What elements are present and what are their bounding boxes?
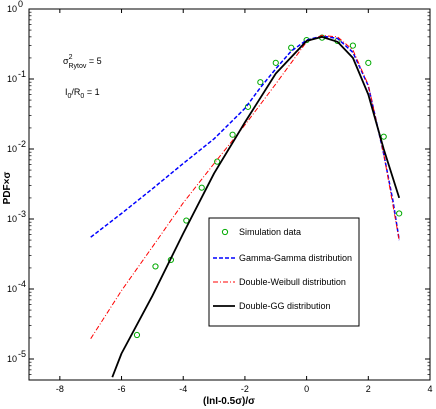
annotation-rytov-base: σ: [63, 56, 69, 66]
series-layer: [90, 34, 403, 378]
legend-label-double-weibull: Double-Weibull distribution: [239, 277, 346, 287]
annotation-rytov-rest: = 5: [86, 56, 101, 66]
series-line-double-weibull-distribution: [90, 34, 400, 339]
legend-marker-simulation: [221, 228, 229, 236]
x-tick-label: -4: [179, 384, 187, 394]
annotation-rytov-sub: Rytov: [68, 63, 86, 70]
annotation-ratio-rest: = 1: [84, 87, 99, 97]
y-tick-exponent: -3: [18, 209, 26, 219]
x-tick-label: 2: [366, 384, 371, 394]
y-tick-exponent: -5: [18, 349, 26, 359]
legend-box: [208, 217, 360, 327]
data-point-simulation-data: [198, 184, 205, 191]
y-tick-exponent: -2: [18, 139, 26, 149]
data-point-simulation-data: [288, 44, 295, 51]
y-tick-label: 10: [7, 284, 17, 294]
annotation-rytov: σ2 Rytov = 5: [63, 54, 102, 70]
annotation-ratio-sub2: 0: [80, 93, 84, 100]
data-point-simulation-data: [365, 59, 372, 66]
legend-label-simulation: Simulation data: [239, 227, 301, 237]
legend-label-gamma-gamma: Gamma-Gamma distribution: [239, 253, 352, 263]
y-tick-label: 10: [7, 354, 17, 364]
annotation-rytov-sup: 2: [69, 54, 73, 61]
y-tick-exponent: 0: [18, 0, 23, 9]
x-axis-label: (lnI-0.5σ)/σ: [203, 396, 255, 407]
x-tick-label: -8: [56, 384, 64, 394]
y-tick-exponent: -1: [18, 69, 26, 79]
legend: Simulation data Gamma-Gamma distribution…: [208, 217, 360, 327]
x-tick-label: 0: [304, 384, 309, 394]
x-tick-label: 4: [427, 384, 432, 394]
y-tick-label: 10: [7, 4, 17, 14]
annotation-ratio-base: I: [65, 87, 68, 97]
data-point-simulation-data: [257, 79, 264, 86]
legend-label-double-gg: Double-GG distribution: [239, 301, 331, 311]
data-point-simulation-data: [272, 59, 279, 66]
y-tick-label: 10: [7, 74, 17, 84]
data-point-simulation-data: [396, 210, 403, 217]
x-tick-label: -6: [118, 384, 126, 394]
y-axis-label: PDF×σ: [2, 172, 13, 205]
data-point-simulation-data: [152, 263, 159, 270]
data-point-simulation-data: [349, 42, 356, 49]
annotation-ratio-mid: /R: [71, 87, 81, 97]
series-line-gamma-gamma-distribution: [90, 35, 400, 241]
series-line-double-gg-distribution: [111, 36, 401, 378]
y-tick-label: 10: [7, 144, 17, 154]
data-point-simulation-data: [214, 158, 221, 165]
x-tick-label: -2: [241, 384, 249, 394]
annotation-ratio-sub: 0: [68, 93, 72, 100]
y-tick-exponent: -4: [18, 279, 26, 289]
annotation-ratio: I0/R0 = 1: [65, 87, 100, 100]
data-point-simulation-data: [133, 331, 141, 339]
data-point-simulation-data: [229, 131, 236, 138]
y-tick-label: 10: [7, 214, 17, 224]
